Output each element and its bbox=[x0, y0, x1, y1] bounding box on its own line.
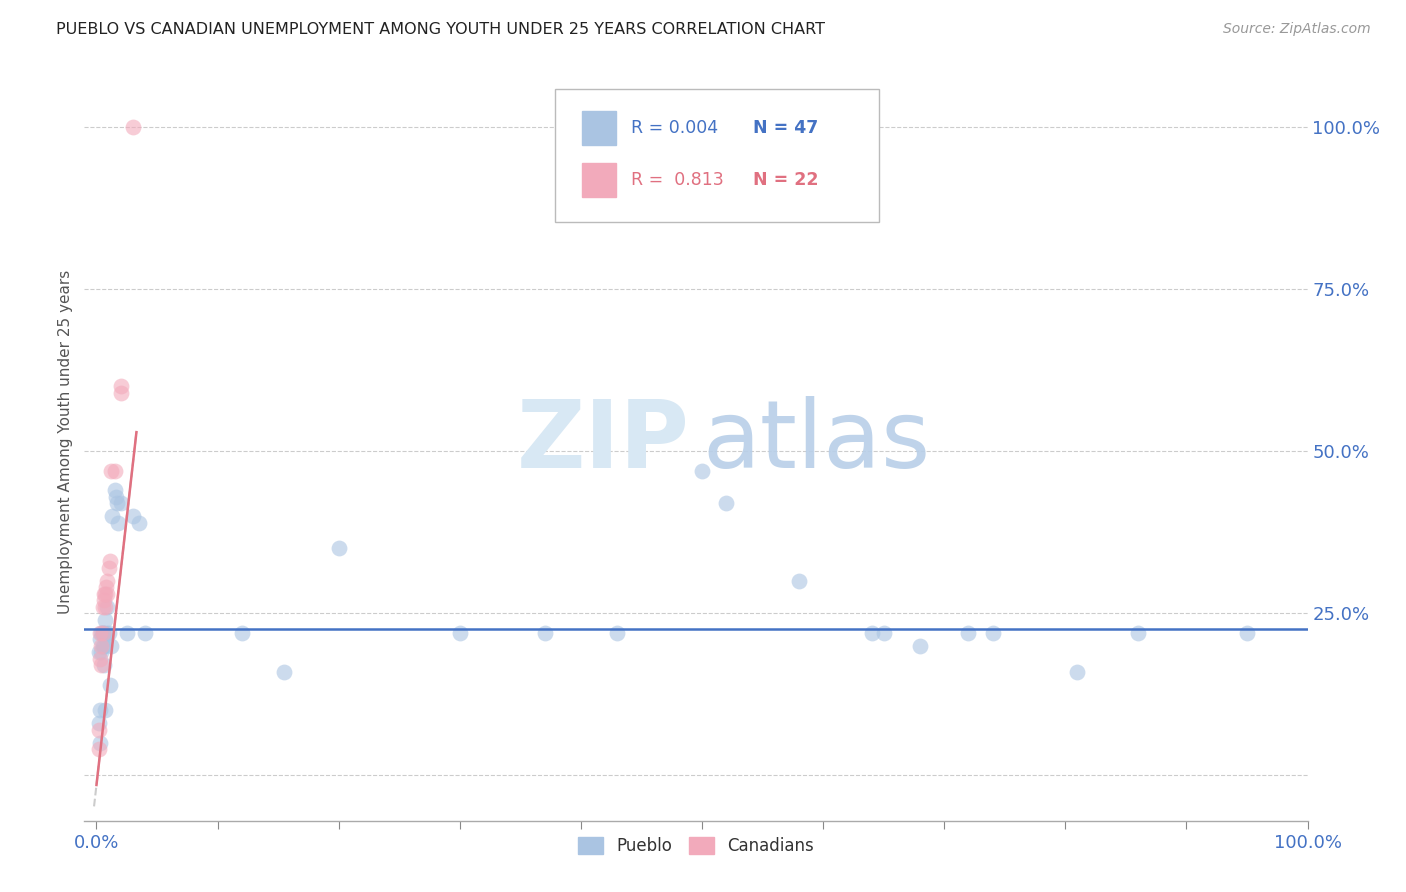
Point bbox=[1066, 665, 1088, 679]
Point bbox=[98, 554, 121, 568]
Point bbox=[94, 703, 117, 717]
Point bbox=[100, 639, 122, 653]
Point bbox=[94, 599, 117, 614]
Text: Source: ZipAtlas.com: Source: ZipAtlas.com bbox=[1223, 22, 1371, 37]
Point bbox=[89, 703, 111, 717]
Point bbox=[231, 625, 253, 640]
Text: PUEBLO VS CANADIAN UNEMPLOYMENT AMONG YOUTH UNDER 25 YEARS CORRELATION CHART: PUEBLO VS CANADIAN UNEMPLOYMENT AMONG YO… bbox=[56, 22, 825, 37]
Point bbox=[89, 625, 111, 640]
Text: ZIP: ZIP bbox=[517, 395, 690, 488]
Point bbox=[93, 639, 115, 653]
Point bbox=[101, 509, 124, 524]
Point bbox=[908, 639, 931, 653]
Point bbox=[860, 625, 883, 640]
Point bbox=[121, 509, 143, 524]
Y-axis label: Unemployment Among Youth under 25 years: Unemployment Among Youth under 25 years bbox=[58, 269, 73, 614]
Point bbox=[110, 496, 132, 510]
Point bbox=[90, 625, 112, 640]
Point bbox=[273, 665, 295, 679]
Point bbox=[716, 496, 738, 510]
Point bbox=[96, 599, 118, 614]
Bar bbox=[582, 163, 616, 197]
Text: atlas: atlas bbox=[702, 395, 931, 488]
Text: R = 0.004: R = 0.004 bbox=[631, 120, 718, 137]
Point bbox=[96, 587, 118, 601]
Point bbox=[606, 625, 628, 640]
Point bbox=[89, 632, 111, 647]
Point bbox=[90, 639, 112, 653]
Point bbox=[115, 625, 138, 640]
Point bbox=[107, 516, 129, 530]
Point bbox=[97, 561, 120, 575]
Point bbox=[110, 386, 132, 401]
Point bbox=[89, 736, 111, 750]
Point bbox=[873, 625, 896, 640]
Legend: Pueblo, Canadians: Pueblo, Canadians bbox=[571, 830, 821, 862]
FancyBboxPatch shape bbox=[555, 89, 880, 222]
Point bbox=[1126, 625, 1149, 640]
Text: N = 47: N = 47 bbox=[754, 120, 818, 137]
Point bbox=[91, 639, 114, 653]
Point bbox=[533, 625, 555, 640]
Point bbox=[93, 593, 115, 607]
Point bbox=[110, 379, 132, 393]
Point bbox=[97, 625, 120, 640]
Point bbox=[87, 723, 110, 737]
Point bbox=[121, 120, 143, 135]
Point bbox=[89, 651, 111, 665]
Point bbox=[87, 716, 110, 731]
Point bbox=[91, 625, 114, 640]
Point bbox=[94, 613, 117, 627]
Point bbox=[104, 483, 127, 497]
Point bbox=[981, 625, 1004, 640]
Point bbox=[328, 541, 350, 556]
Point bbox=[449, 625, 471, 640]
Point bbox=[87, 742, 110, 756]
Point bbox=[87, 645, 110, 659]
Point bbox=[96, 625, 118, 640]
Point bbox=[1236, 625, 1258, 640]
Point bbox=[104, 464, 127, 478]
Point bbox=[690, 464, 713, 478]
Point bbox=[957, 625, 980, 640]
Point bbox=[98, 677, 121, 691]
Point bbox=[104, 490, 127, 504]
Bar bbox=[582, 112, 616, 145]
Point bbox=[96, 574, 118, 588]
Point bbox=[91, 625, 114, 640]
Point bbox=[787, 574, 810, 588]
Point bbox=[91, 599, 114, 614]
Point bbox=[90, 645, 112, 659]
Point bbox=[91, 625, 114, 640]
Point bbox=[96, 580, 118, 594]
Point bbox=[100, 464, 122, 478]
Point bbox=[134, 625, 156, 640]
Point bbox=[96, 632, 118, 647]
Point bbox=[93, 658, 115, 673]
Point bbox=[105, 496, 128, 510]
Text: R =  0.813: R = 0.813 bbox=[631, 171, 724, 189]
Point bbox=[128, 516, 150, 530]
Point bbox=[90, 658, 112, 673]
Point bbox=[93, 587, 115, 601]
Text: N = 22: N = 22 bbox=[754, 171, 818, 189]
Point bbox=[94, 587, 117, 601]
